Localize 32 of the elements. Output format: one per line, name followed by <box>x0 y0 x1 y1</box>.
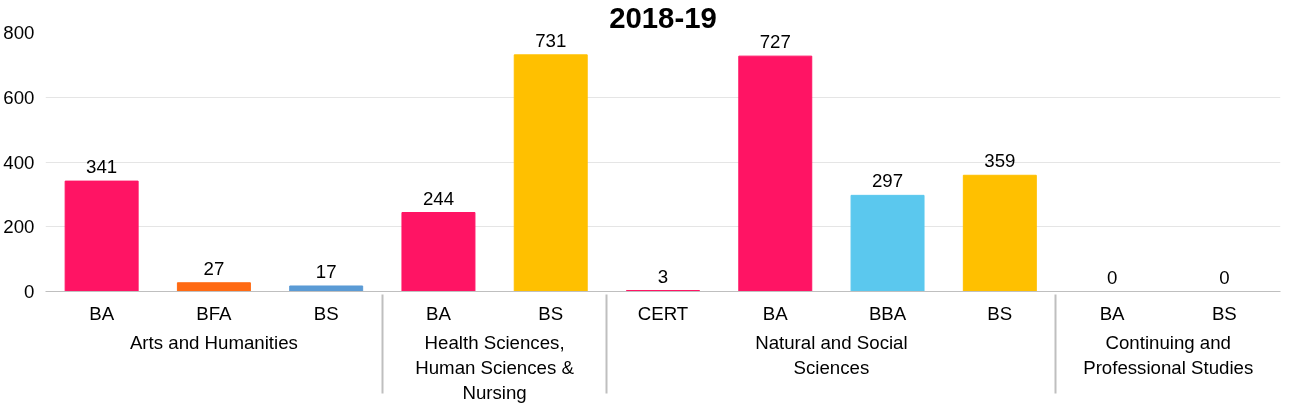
data-label: 0 <box>1106 266 1118 288</box>
data-label: 297 <box>871 170 904 192</box>
x-tick-label: BBA <box>868 302 907 324</box>
y-tick-label: 0 <box>24 281 35 302</box>
text: Natural and Social Sciences <box>755 331 908 378</box>
data-label: 27 <box>203 257 225 279</box>
text: Continuing and Professional Studies <box>1083 331 1254 378</box>
chart-title: 2018-19 <box>609 0 717 34</box>
x-tick-label: BS <box>538 302 564 324</box>
x-tick-label: BS <box>313 302 339 324</box>
x-tick-label: BA <box>426 302 452 324</box>
x-tick-label: BS <box>987 302 1013 324</box>
x-tick-label: BA <box>762 302 789 324</box>
text: Arts and Humanities <box>129 331 298 353</box>
data-label: 244 <box>422 187 455 209</box>
x-tick-label: CERT <box>637 302 689 324</box>
data-label: 0 <box>1219 266 1230 288</box>
y-tick-label: 200 <box>3 216 35 238</box>
x-tick-label: BFA <box>196 302 233 324</box>
data-label: 17 <box>315 261 337 282</box>
y-tick-label: 400 <box>3 151 35 173</box>
data-label: 341 <box>86 156 118 178</box>
x-tick-label: BA <box>89 302 115 324</box>
x-tick-label: BA <box>1099 302 1126 324</box>
data-label: 731 <box>535 29 567 51</box>
data-label: 727 <box>759 31 791 53</box>
x-tick-label: BS <box>1211 302 1237 324</box>
data-label: 359 <box>984 150 1016 172</box>
data-label: 3 <box>657 265 669 287</box>
y-tick-label: 600 <box>3 86 35 108</box>
text: Health Sciences, Human Sciences & Nursing <box>415 331 575 403</box>
y-tick-label: 800 <box>3 22 35 43</box>
